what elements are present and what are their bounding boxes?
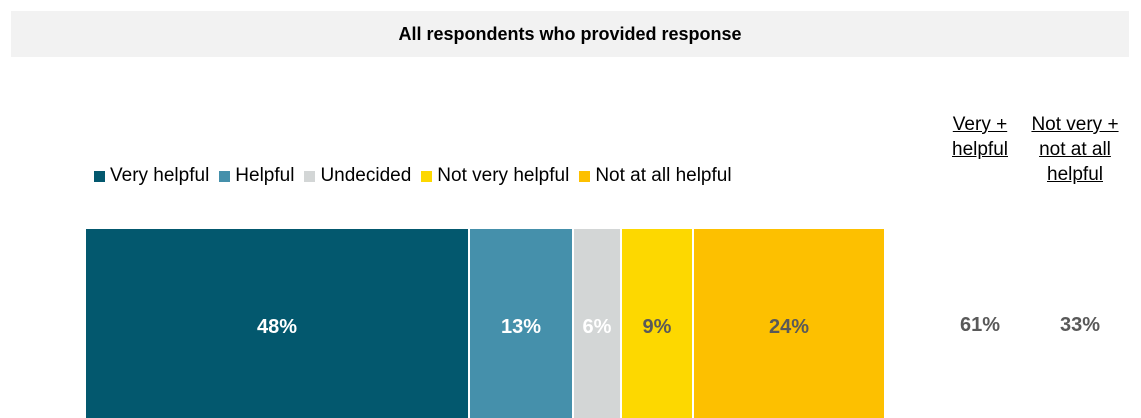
- bar-segment-not-at-all-helpful: [694, 229, 884, 418]
- summary-header-very-plus-helpful: Very + helpful: [935, 112, 1025, 162]
- legend-swatch: [304, 170, 316, 182]
- legend-item-not-very-helpful: Not very helpful: [421, 165, 569, 187]
- bar-segment-helpful: [470, 229, 572, 418]
- data-label-very-helpful: 48%: [257, 316, 297, 338]
- legend-swatch: [579, 170, 591, 182]
- chart-title: All respondents who provided response: [398, 23, 742, 44]
- summary-value-very-plus-helpful: 61%: [959, 314, 1001, 336]
- legend-label: Not at all helpful: [595, 165, 732, 186]
- data-label-not-very-helpful: 9%: [643, 316, 672, 338]
- bar-segment-not-very-helpful: [622, 229, 692, 418]
- bar-group: 48% 13% 6% 9% 24%: [86, 229, 884, 418]
- chart-title-bar: All respondents who provided response: [11, 11, 1129, 57]
- legend-item-very-helpful: Very helpful: [94, 165, 209, 187]
- legend-swatch: [219, 170, 231, 182]
- summary-header-line: helpful: [1047, 164, 1103, 185]
- legend-swatch: [94, 170, 105, 182]
- summary-header-not-very-plus-not-at-all: Not very + not at all helpful: [1025, 112, 1125, 187]
- legend-item-helpful: Helpful: [219, 165, 294, 187]
- data-label-not-at-all-helpful: 24%: [769, 316, 809, 338]
- data-label-undecided: 6%: [583, 316, 612, 338]
- bar-segment-undecided: [574, 229, 620, 418]
- legend-label: Undecided: [320, 165, 412, 186]
- legend-swatch: [421, 170, 433, 182]
- chart-legend: Very helpful Helpful Undecided Not very …: [94, 163, 742, 189]
- legend-item-not-at-all-helpful: Not at all helpful: [579, 165, 732, 187]
- legend-label: Not very helpful: [437, 165, 570, 186]
- legend-label: Helpful: [235, 165, 295, 186]
- summary-value-not-very-plus-not-at-all: 33%: [1059, 314, 1101, 336]
- summary-header-line: Very +: [952, 114, 1008, 135]
- summary-header-line: helpful: [952, 139, 1008, 160]
- legend-item-undecided: Undecided: [304, 165, 411, 187]
- bar-segment-very-helpful: [86, 229, 468, 418]
- summary-header-line: not at all: [1039, 139, 1111, 160]
- data-label-helpful: 13%: [501, 316, 541, 338]
- summary-header-line: Not very +: [1031, 114, 1119, 135]
- legend-label: Very helpful: [110, 165, 210, 186]
